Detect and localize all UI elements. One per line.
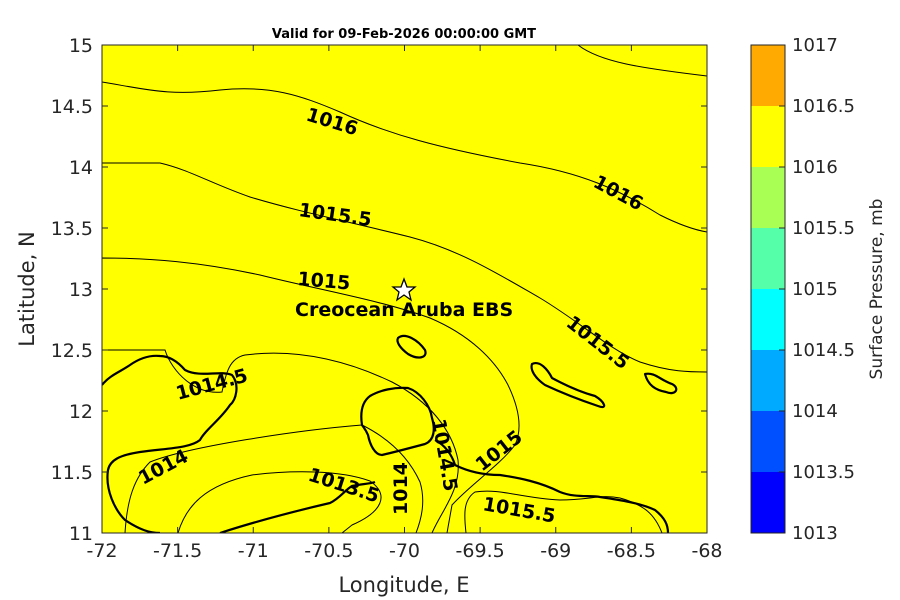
- colorbar: 1013 1013.5 1014 1014.5 1015 1015.5 1016 1016.5…: [750, 35, 855, 544]
- x-tick-label: -68: [691, 540, 722, 562]
- colorbar-swatch: [751, 289, 785, 350]
- y-tick-label: 13.5: [51, 218, 93, 240]
- chart-title: Valid for 09-Feb-2026 00:00:00 GMT: [272, 27, 536, 42]
- y-tick-label: 12: [69, 401, 93, 423]
- region-1013-5: [124, 424, 424, 533]
- station-marker[interactable]: Creocean Aruba EBS: [295, 277, 513, 321]
- x-axis-label: Longitude, E: [338, 573, 469, 597]
- colorbar-swatch: [751, 106, 785, 167]
- y-axis: 11 11.5 12 12.5 13 13.5 14 14.5 15: [51, 35, 707, 545]
- contour-label: 1014: [390, 462, 412, 515]
- colorbar-swatch: [751, 472, 785, 533]
- colorbar-tick-label: 1017: [792, 35, 838, 56]
- region-1013: [177, 471, 382, 533]
- region-1014: [102, 349, 459, 533]
- colorbar-tick-label: 1014.5: [792, 340, 855, 361]
- colorbar-tick-label: 1013: [792, 523, 838, 544]
- x-tick-label: -69.5: [456, 540, 505, 562]
- colorbar-tick-label: 1016.5: [792, 96, 855, 117]
- colorbar-label: Surface Pressure, mb: [867, 199, 887, 380]
- colorbar-tick-label: 1013.5: [792, 462, 855, 483]
- y-tick-label: 11: [69, 523, 93, 545]
- colorbar-swatch: [751, 411, 785, 472]
- y-tick-label: 15: [69, 35, 93, 57]
- x-tick-label: -68.5: [607, 540, 656, 562]
- x-tick-label: -71.5: [153, 540, 202, 562]
- x-tick-label: -70.5: [304, 540, 353, 562]
- colorbar-swatch: [751, 350, 785, 411]
- y-axis-label: Latitude, N: [15, 231, 39, 347]
- region-1015: [102, 162, 707, 533]
- star-icon[interactable]: [391, 277, 417, 302]
- colorbar-tick-label: 1016: [792, 157, 838, 178]
- colorbar-tick-label: 1015.5: [792, 218, 855, 239]
- x-tick-label: -69: [540, 540, 571, 562]
- colorbar-tick-label: 1015: [792, 279, 838, 300]
- filled-contours: [102, 45, 707, 533]
- colorbar-tick-label: 1014: [792, 401, 838, 422]
- y-tick-label: 14.5: [51, 96, 93, 118]
- x-axis: -72 -71.5 -71 -70.5 -70 -69.5 -69 -68.5 -68: [86, 45, 723, 562]
- x-tick-label: -71: [238, 540, 269, 562]
- colorbar-swatch: [751, 45, 785, 106]
- region-1015-5: [102, 81, 707, 533]
- station-label: Creocean Aruba EBS: [295, 299, 513, 321]
- y-tick-label: 13: [69, 279, 93, 301]
- x-tick-label: -72: [86, 540, 117, 562]
- contour-label: 1015: [297, 268, 352, 295]
- y-tick-label: 11.5: [51, 462, 93, 484]
- region-1015-5-south: [464, 490, 663, 533]
- colorbar-swatch: [751, 228, 785, 289]
- colorbar-swatch: [751, 167, 785, 228]
- y-tick-label: 14: [69, 157, 93, 179]
- y-tick-label: 12.5: [51, 340, 93, 362]
- region-1014-5: [102, 257, 520, 533]
- x-tick-label: -70: [389, 540, 420, 562]
- coastlines: [102, 334, 678, 533]
